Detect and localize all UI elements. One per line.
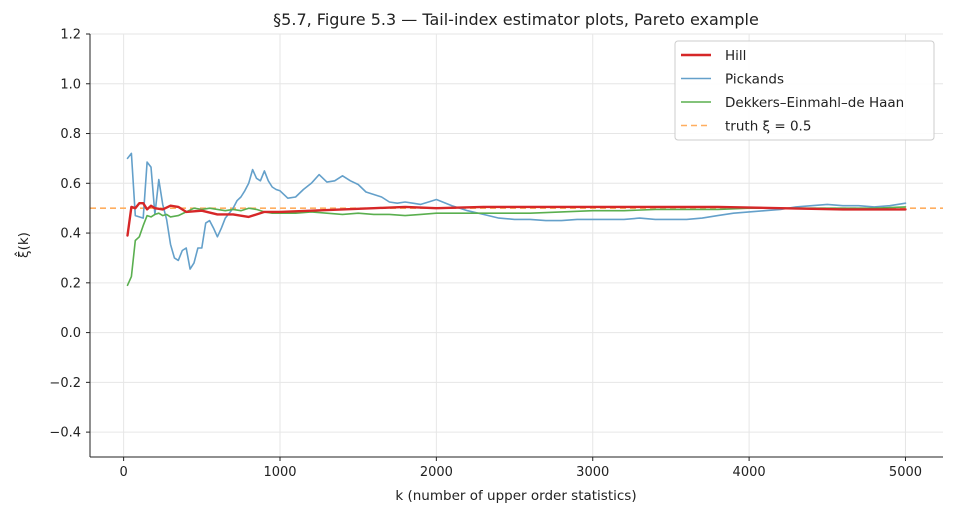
legend-box: [674, 40, 935, 141]
x-tick-label: 4000: [733, 465, 766, 480]
series-group: [126, 152, 907, 287]
x-tick-label: 2000: [420, 465, 453, 480]
x-tick-label: 1000: [263, 465, 296, 480]
y-tick-label: 0.2: [60, 276, 81, 291]
series-line-dekkers-einmahl-de-haan: [126, 206, 907, 287]
x-tick-label: 5000: [889, 465, 922, 480]
y-axis-ticks: −0.4 −0.2 0.0 0.2 0.4 0.6 0.8 1.0 1.2: [49, 28, 90, 441]
grid: [90, 33, 943, 457]
y-tick-label: 0.0: [60, 326, 81, 341]
chart-title: §5.7, Figure 5.3 — Tail-index estimator …: [273, 10, 759, 29]
legend-label-dekkers-einmahl-de-haan: Dekkers–Einmahl–de Haan: [725, 95, 904, 111]
series-line-hill: [126, 201, 907, 237]
x-tick-label: 0: [119, 465, 127, 480]
y-tick-label: 0.6: [60, 177, 81, 192]
legend-label-truth-0-5: truth ξ = 0.5: [725, 119, 811, 135]
x-axis-ticks: 0 1000 2000 3000 4000 5000: [119, 457, 922, 480]
y-tick-label: 1.0: [60, 77, 81, 92]
legend-label-hill: Hill: [725, 48, 746, 64]
y-tick-label: 0.4: [60, 227, 81, 242]
legend-label-pickands: Pickands: [725, 72, 784, 88]
legend: Hill Pickands Dekkers–Einmahl–de Haan truth…: [674, 40, 935, 141]
x-axis-label: k (number of upper order statistics): [395, 488, 636, 504]
y-tick-label: −0.2: [49, 376, 81, 391]
y-axis-label: ξ̂(k): [14, 232, 32, 258]
y-tick-label: 0.8: [60, 127, 81, 142]
x-tick-label: 3000: [576, 465, 609, 480]
y-tick-label: 1.2: [60, 28, 81, 43]
axes: [89, 34, 943, 458]
series-line-pickands: [126, 152, 907, 270]
y-tick-label: −0.4: [49, 426, 81, 441]
